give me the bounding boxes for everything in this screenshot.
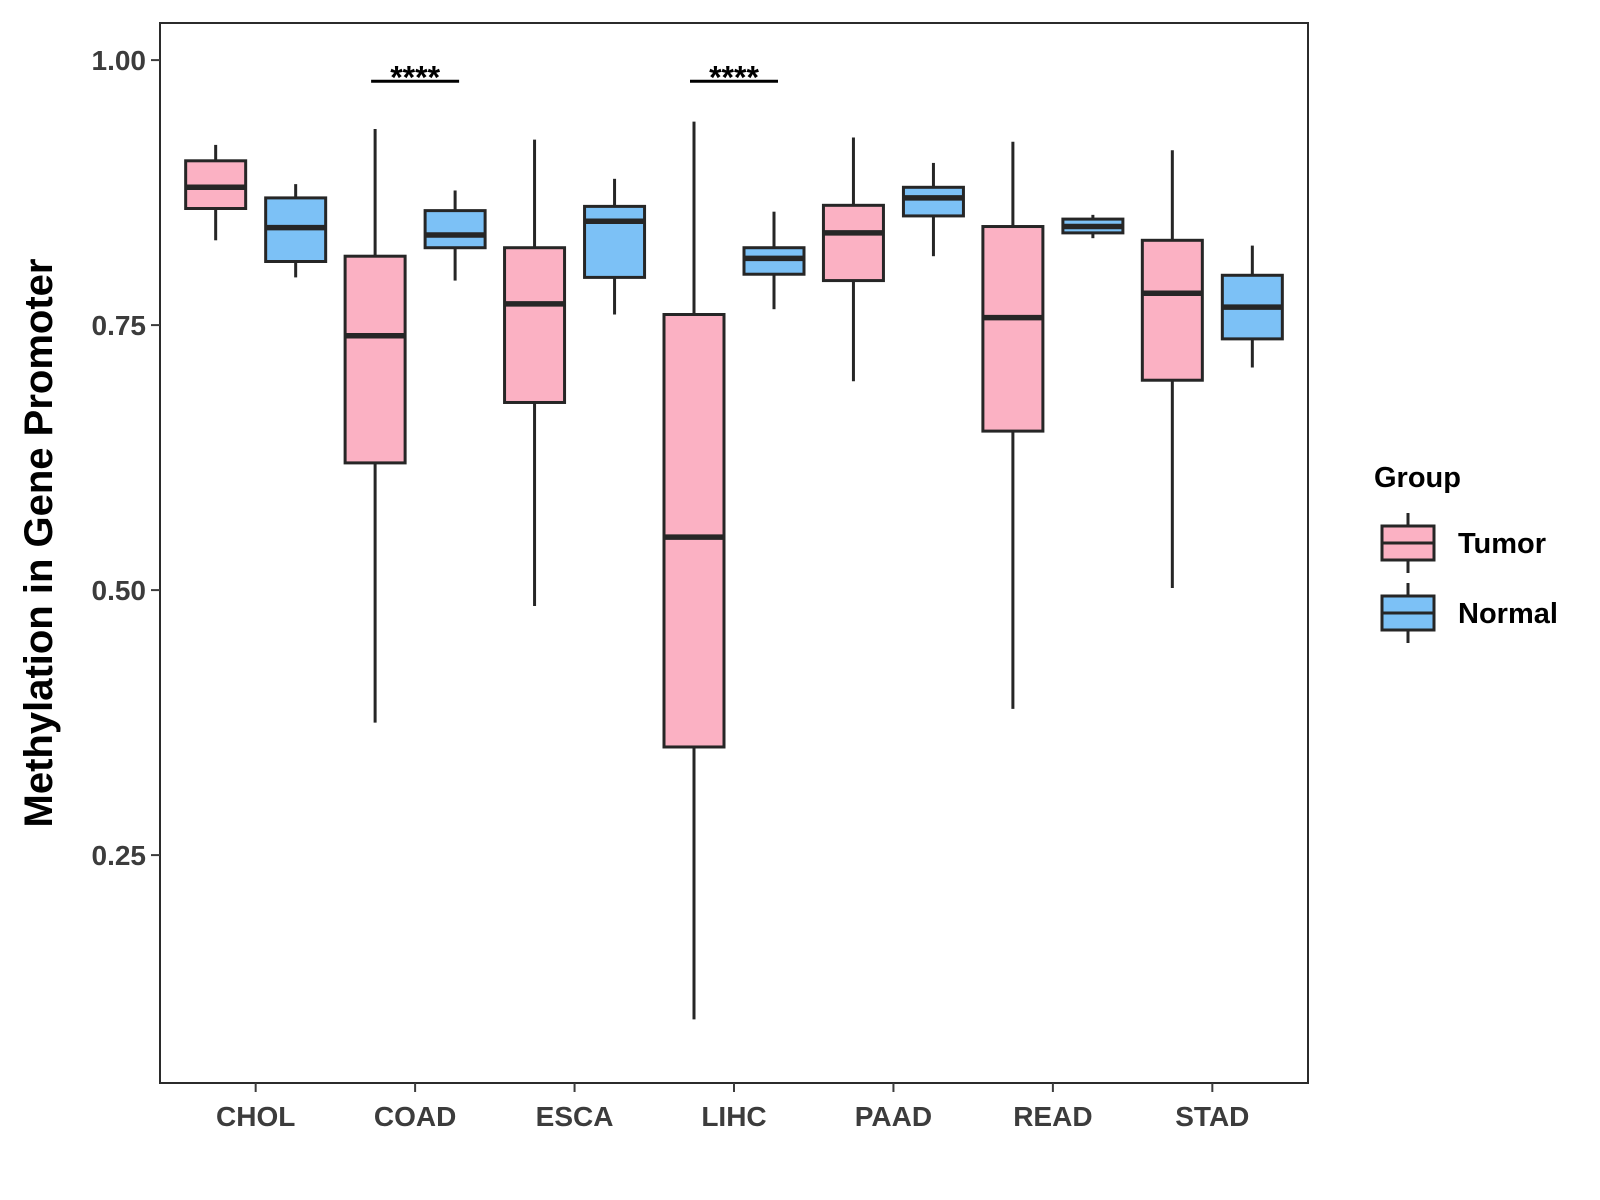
legend-label: Tumor [1458, 528, 1546, 560]
significance-label: **** [709, 59, 759, 95]
y-tick-label: 1.00 [92, 45, 147, 76]
box-iqr [343, 254, 407, 465]
box-read-normal [1061, 214, 1125, 239]
box-iqr [662, 313, 726, 749]
box-iqr [503, 246, 567, 404]
box-chol-tumor [184, 144, 248, 241]
box-iqr [583, 204, 647, 279]
box-esca-tumor [503, 139, 567, 606]
x-tick-label: CHOL [216, 1101, 295, 1132]
y-tick-label: 0.25 [92, 840, 147, 871]
x-tick-label: LIHC [701, 1101, 766, 1132]
box-iqr [901, 185, 965, 218]
box-coad-tumor [343, 129, 407, 723]
x-tick-label: STAD [1175, 1101, 1249, 1132]
box-paad-tumor [821, 137, 885, 382]
panel-border [159, 22, 1309, 1084]
axes: 0.25 0.50 0.75 1.00 CHOL COAD ESCA LIHC PAAD READ… [92, 22, 1309, 1132]
significance-label: **** [390, 59, 440, 95]
legend: Group Tumor Normal [1374, 462, 1558, 643]
box-iqr [821, 203, 885, 283]
significance-coad: **** [371, 59, 460, 95]
box-paad-normal [901, 162, 965, 257]
box-iqr [1140, 238, 1204, 382]
x-tick-label: ESCA [536, 1101, 614, 1132]
significance-lihc: **** [690, 59, 778, 95]
legend-label: Normal [1458, 598, 1558, 630]
y-axis-label: Methylation in Gene Promoter [17, 259, 61, 828]
box-stad-tumor [1140, 150, 1204, 588]
legend-item-tumor: Tumor [1380, 513, 1546, 573]
box-stad-normal [1220, 245, 1284, 368]
legend-item-normal: Normal [1380, 583, 1558, 643]
box-lihc-tumor [662, 121, 726, 1020]
box-iqr [423, 209, 487, 250]
y-tick-label: 0.75 [92, 310, 147, 341]
box-lihc-normal [742, 211, 806, 310]
legend-title: Group [1374, 462, 1461, 494]
x-tick-label: READ [1013, 1101, 1092, 1132]
box-esca-normal [583, 178, 647, 315]
box-iqr [981, 225, 1045, 433]
box-read-tumor [981, 141, 1045, 709]
plot-area: **** **** [184, 59, 1284, 1020]
box-coad-normal [423, 190, 487, 281]
y-tick-label: 0.50 [92, 575, 147, 606]
x-tick-label: COAD [374, 1101, 456, 1132]
box-chol-normal [264, 184, 328, 278]
x-tick-label: PAAD [855, 1101, 932, 1132]
